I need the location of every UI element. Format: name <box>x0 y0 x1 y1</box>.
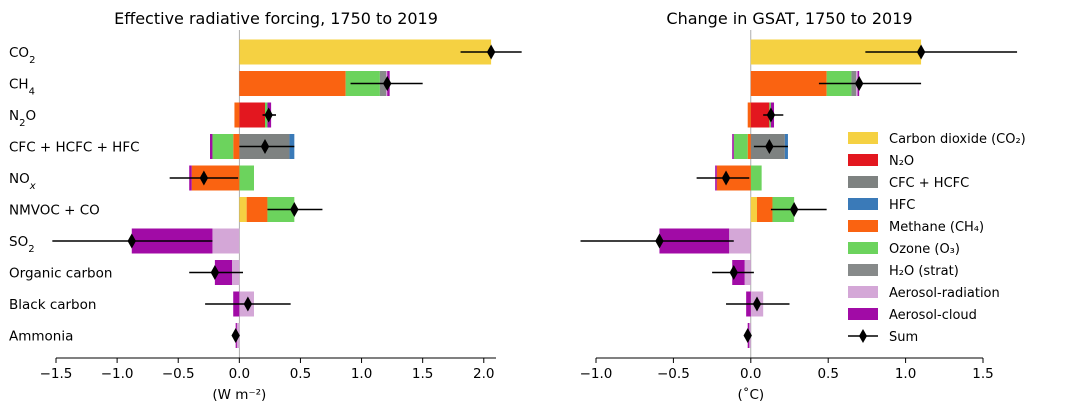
gsat-sum-marker-0 <box>916 44 926 60</box>
erf-sum-marker-6 <box>127 233 136 249</box>
erf-bar-co2-0 <box>239 39 492 65</box>
erf-x-tick-label-6: 1.5 <box>412 366 433 382</box>
erf-title: Effective radiative forcing, 1750 to 201… <box>114 9 438 28</box>
erf-x-tick-label-3: 0.0 <box>229 366 250 382</box>
gsat-sum-marker-8 <box>752 296 762 312</box>
erf-sum-marker-7 <box>210 265 220 280</box>
gsat-bar-aer_cloud-3 <box>732 134 734 159</box>
legend-label-aer_cloud: Aerosol-cloud <box>889 308 977 323</box>
legend-label-ozone: Ozone (O₃) <box>889 242 960 257</box>
category-label-0: CO2 <box>9 45 35 66</box>
legend-swatch-aer_rad <box>848 286 878 298</box>
category-label-2: N2O <box>9 108 36 129</box>
erf-bar-ch4-3 <box>233 134 240 159</box>
legend-label-n2o: N₂O <box>889 154 914 169</box>
gsat-title: Change in GSAT, 1750 to 2019 <box>666 9 912 28</box>
gsat-bar-ozone-3 <box>733 134 748 159</box>
erf-x-tick-label-2: −0.5 <box>162 366 195 382</box>
gsat-bar-co2-5 <box>750 197 757 222</box>
gsat-x-tick-label-1: −0.5 <box>657 366 690 382</box>
erf-sum-marker-1 <box>383 76 392 91</box>
erf-sum-marker-8 <box>243 296 253 312</box>
erf-bar-ozone-3 <box>212 134 234 159</box>
legend-label-co2: Carbon dioxide (CO₂) <box>889 132 1026 147</box>
gsat-x-tick-label-4: 1.0 <box>895 366 916 382</box>
erf-bar-ch4-5 <box>246 197 268 222</box>
category-label-4: NOx <box>9 171 36 192</box>
erf-bar-ch4-1 <box>239 71 346 96</box>
gsat-x-tick-label-3: 0.5 <box>817 366 838 382</box>
erf-bar-ch4-2 <box>234 102 240 128</box>
erf-x-tick-label-7: 2.0 <box>473 366 494 382</box>
erf-x-label: (W m⁻²) <box>212 387 266 403</box>
erf-bar-co2-5 <box>239 197 247 222</box>
category-label-9: Ammonia <box>9 329 73 345</box>
category-label-3: CFC + HCFC + HFC <box>9 140 140 156</box>
legend-swatch-hfc <box>848 198 878 210</box>
gsat-bar-ch4-1 <box>750 71 827 96</box>
gsat-sum-marker-4 <box>721 170 731 186</box>
erf-sum-marker-2 <box>264 107 273 123</box>
gsat-sum-marker-3 <box>765 139 774 154</box>
legend-label-sum: Sum <box>889 330 918 345</box>
legend-label-h2o: H₂O (strat) <box>889 264 959 279</box>
gsat-sum-marker-2 <box>766 107 776 123</box>
legend-label-aer_rad: Aerosol-radiation <box>889 286 1000 301</box>
gsat-sum-marker-9 <box>743 328 752 343</box>
gsat-bar-ch4-5 <box>756 197 773 222</box>
category-label-6: SO2 <box>9 234 35 255</box>
erf-sum-marker-0 <box>486 44 496 60</box>
category-label-1: CH4 <box>9 77 35 98</box>
erf-bar-ozone-4 <box>239 165 254 191</box>
erf-x-tick-label-4: 0.5 <box>290 366 311 382</box>
legend-label-ch4: Methane (CH₄) <box>889 220 984 235</box>
erf-x-tick-label-1: −1.0 <box>101 366 134 382</box>
gsat-sum-marker-1 <box>854 76 864 91</box>
legend-swatch-cfc <box>848 176 878 188</box>
erf-bar-n2o-2 <box>239 102 265 128</box>
erf-sum-marker-4 <box>199 170 209 186</box>
gsat-x-tick-label-5: 1.5 <box>972 366 993 382</box>
legend-swatch-ch4 <box>848 220 878 232</box>
erf-panel: Effective radiative forcing, 1750 to 201… <box>9 9 522 403</box>
category-label-8: Black carbon <box>9 297 96 313</box>
gsat-sum-marker-6 <box>655 233 664 249</box>
gsat-x-tick-label-0: −1.0 <box>580 366 613 382</box>
legend-swatch-n2o <box>848 154 878 166</box>
legend-label-cfc: CFC + HCFC <box>889 176 969 191</box>
gsat-x-tick-label-2: 0.0 <box>740 366 761 382</box>
gsat-bar-ozone-4 <box>750 165 762 191</box>
gsat-bar-aer_rad-6 <box>729 228 751 254</box>
gsat-bar-ch4-3 <box>747 134 751 159</box>
gsat-sum-marker-7 <box>729 265 738 280</box>
erf-bar-aer_rad-6 <box>212 228 240 254</box>
category-label-7: Organic carbon <box>9 266 112 282</box>
legend-swatch-h2o <box>848 264 878 276</box>
legend-swatch-co2 <box>848 132 878 144</box>
legend-label-hfc: HFC <box>889 198 915 213</box>
erf-x-tick-label-0: −1.5 <box>40 366 73 382</box>
gsat-panel: Change in GSAT, 1750 to 2019 −1.0 −0.5 0.0 0… <box>580 9 1018 403</box>
legend-swatch-sum-marker <box>859 329 867 343</box>
erf-x-tick-label-5: 1.0 <box>351 366 372 382</box>
erf-sum-marker-5 <box>290 202 299 217</box>
legend: Carbon dioxide (CO₂) N₂O CFC + HCFC HFC Meth… <box>848 132 1026 345</box>
category-label-5: NMVOC + CO <box>9 203 100 219</box>
gsat-bar-n2o-2 <box>750 102 770 128</box>
erf-sum-marker-3 <box>260 139 270 154</box>
erf-bar-aer_cloud-3 <box>210 134 213 159</box>
legend-swatch-aer_cloud <box>848 308 878 320</box>
gsat-bar-ch4-2 <box>747 102 751 128</box>
erf-sum-marker-9 <box>231 328 240 343</box>
gsat-x-label: (˚C) <box>737 386 764 403</box>
legend-swatch-ozone <box>848 242 878 254</box>
gsat-sum-marker-5 <box>789 202 799 217</box>
